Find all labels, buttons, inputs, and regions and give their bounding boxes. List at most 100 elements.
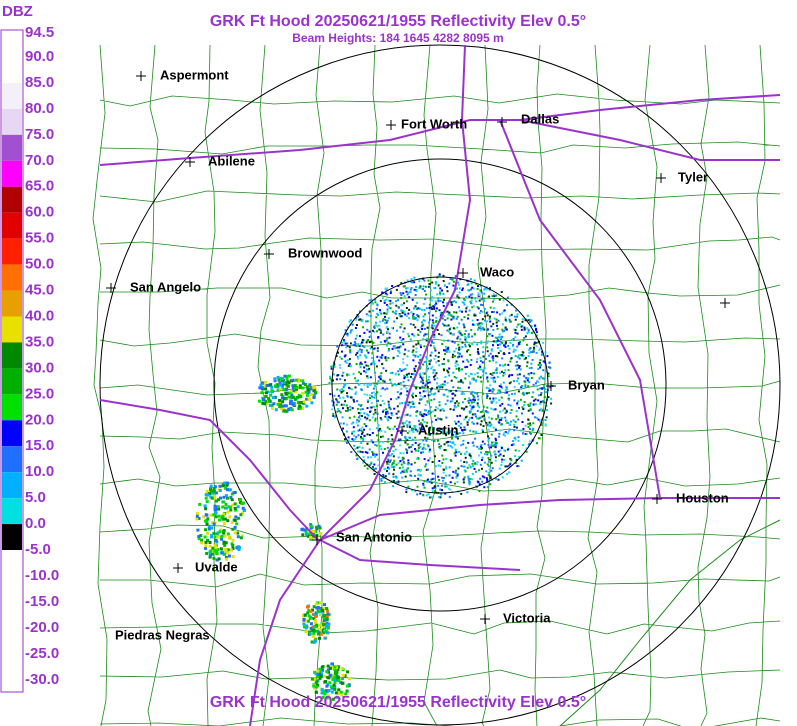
echo-pixel — [452, 316, 455, 319]
echo-pixel — [398, 402, 401, 405]
echo-pixel — [343, 379, 346, 382]
echo-pixel — [451, 437, 453, 440]
echo-pixel — [469, 429, 472, 432]
echo-pixel — [507, 363, 510, 366]
scale-swatch — [2, 134, 22, 161]
echo-pixel — [379, 356, 382, 359]
echo-pixel — [521, 320, 524, 323]
echo-pixel — [357, 403, 360, 406]
echo-pixel — [437, 385, 440, 388]
echo-pixel — [227, 548, 230, 552]
echo-pixel — [441, 363, 444, 365]
echo-pixel — [444, 485, 447, 488]
echo-pixel — [233, 525, 237, 529]
echo-pixel — [489, 475, 492, 478]
echo-pixel — [391, 301, 394, 304]
echo-pixel — [487, 471, 490, 474]
echo-pixel — [293, 384, 297, 388]
echo-pixel — [432, 410, 435, 413]
echo-pixel — [453, 443, 456, 446]
echo-pixel — [427, 445, 430, 448]
echo-pixel — [470, 288, 472, 291]
echo-pixel — [476, 461, 479, 463]
echo-pixel — [313, 619, 317, 623]
echo-pixel — [280, 396, 284, 400]
echo-pixel — [385, 408, 388, 411]
echo-pixel — [361, 319, 364, 321]
echo-pixel — [446, 317, 449, 320]
echo-pixel — [403, 384, 406, 387]
echo-pixel — [466, 466, 469, 469]
echo-pixel — [293, 397, 297, 401]
echo-pixel — [425, 380, 428, 383]
echo-pixel — [351, 438, 354, 441]
echo-pixel — [343, 384, 346, 387]
echo-pixel — [437, 284, 440, 287]
echo-pixel — [379, 375, 382, 378]
echo-pixel — [402, 338, 405, 341]
echo-pixel — [435, 433, 438, 436]
echo-pixel — [430, 496, 433, 499]
echo-pixel — [222, 512, 226, 516]
echo-pixel — [425, 370, 428, 373]
echo-pixel — [412, 323, 415, 326]
echo-pixel — [397, 284, 400, 287]
echo-pixel — [491, 311, 494, 313]
echo-pixel — [466, 423, 469, 426]
echo-pixel — [286, 391, 289, 395]
echo-pixel — [376, 325, 379, 328]
echo-pixel — [364, 371, 367, 374]
echo-pixel — [483, 453, 486, 456]
scale-label: 85.0 — [25, 74, 54, 91]
echo-pixel — [407, 404, 410, 406]
echo-pixel — [205, 489, 209, 493]
echo-pixel — [297, 379, 301, 383]
echo-pixel — [424, 313, 426, 316]
echo-pixel — [387, 305, 390, 308]
echo-pixel — [223, 543, 227, 547]
echo-pixel — [455, 367, 458, 370]
echo-pixel — [514, 461, 517, 464]
echo-pixel — [396, 405, 399, 408]
echo-pixel — [207, 524, 211, 528]
echo-pixel — [462, 360, 465, 363]
echo-pixel — [531, 412, 534, 415]
scale-label: 65.0 — [25, 178, 54, 195]
echo-pixel — [221, 505, 225, 509]
echo-pixel — [218, 530, 222, 534]
echo-pixel — [526, 379, 529, 382]
echo-pixel — [538, 409, 541, 412]
echo-pixel — [528, 428, 531, 430]
echo-pixel — [477, 348, 479, 351]
echo-pixel — [473, 396, 476, 399]
echo-pixel — [388, 472, 391, 475]
echo-pixel — [345, 430, 348, 433]
echo-pixel — [343, 340, 346, 343]
echo-pixel — [504, 318, 507, 321]
echo-pixel — [516, 326, 518, 328]
echo-pixel — [228, 554, 231, 558]
echo-pixel — [374, 408, 377, 411]
echo-pixel — [510, 409, 513, 411]
echo-pixel — [338, 364, 341, 367]
echo-pixel — [470, 392, 473, 395]
echo-pixel — [496, 344, 499, 347]
echo-pixel — [278, 387, 282, 391]
echo-pixel — [463, 476, 466, 479]
echo-pixel — [437, 275, 440, 278]
echo-pixel — [442, 480, 445, 483]
echo-pixel — [302, 622, 306, 626]
echo-pixel — [419, 344, 422, 347]
echo-pixel — [388, 406, 391, 409]
echo-pixel — [204, 528, 208, 532]
echo-pixel — [409, 405, 412, 408]
echo-pixel — [368, 448, 371, 451]
echo-pixel — [381, 435, 384, 438]
echo-pixel — [529, 408, 532, 411]
echo-pixel — [487, 354, 490, 357]
echo-pixel — [400, 339, 403, 342]
echo-pixel — [459, 332, 462, 335]
echo-pixel — [357, 424, 359, 427]
echo-pixel — [398, 467, 401, 469]
echo-pixel — [310, 534, 314, 538]
